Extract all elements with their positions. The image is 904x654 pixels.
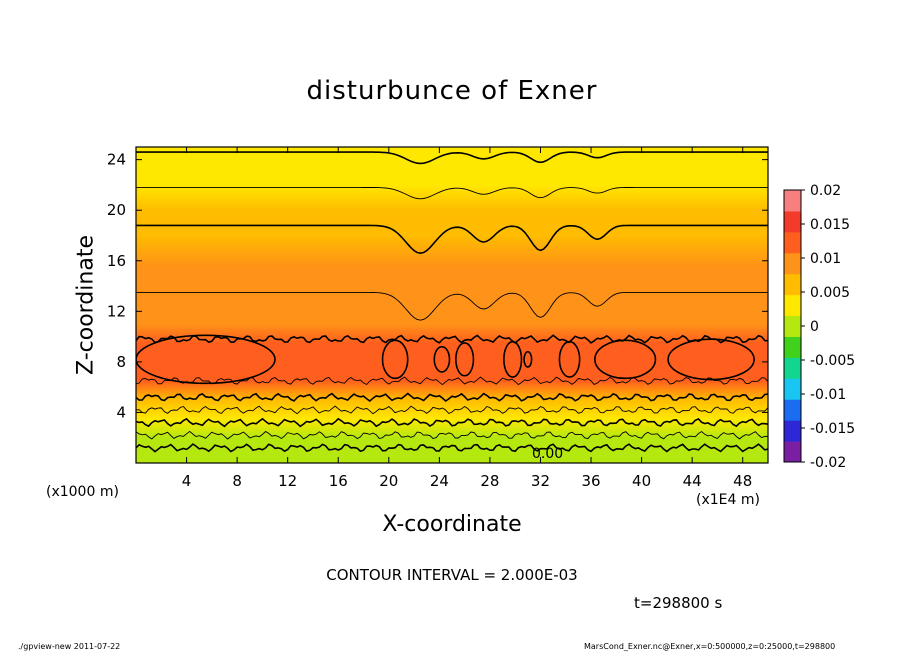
contour-cell xyxy=(558,340,581,378)
contour-cell xyxy=(503,340,523,378)
y-tick-label: 12 xyxy=(107,302,126,320)
y-tick-label: 24 xyxy=(107,151,126,169)
contour-line xyxy=(136,417,768,428)
heatmap-field xyxy=(136,147,768,463)
colorbar-swatch xyxy=(784,252,801,275)
x-tick-label: 28 xyxy=(480,472,499,490)
x-axis: 4 8 12 16 20 24 28 32 36 40 44 48 xyxy=(182,147,752,490)
colorbar: 0.02 0.015 0.01 0.005 0 -0.005 -0.01 -0.015 -0.0… xyxy=(783,183,855,471)
contour-cell xyxy=(433,345,451,373)
colorbar-tick-label: 0.01 xyxy=(810,251,841,267)
x-tick-label: 24 xyxy=(430,472,449,490)
plot-area xyxy=(136,147,768,463)
x-tick-label: 12 xyxy=(278,472,297,490)
contour-cell xyxy=(381,339,409,380)
y-axis-label: Z-coordinate xyxy=(73,235,99,375)
y-tick-label: 4 xyxy=(116,403,126,421)
contour-cell xyxy=(594,339,657,380)
contour-line xyxy=(136,291,768,321)
colorbar-tick-label: -0.015 xyxy=(810,421,855,437)
colorbar-swatch xyxy=(784,336,801,358)
y-tick-label: 16 xyxy=(107,252,126,270)
colorbar-swatch xyxy=(784,231,801,254)
colorbar-swatch xyxy=(784,190,801,212)
y-unit-label: (x1000 m) xyxy=(46,484,119,500)
contour-line xyxy=(136,376,768,386)
colorbar-tick-label: 0 xyxy=(810,319,819,335)
contour-lines xyxy=(136,151,768,453)
colorbar-swatch xyxy=(784,294,801,317)
x-unit-label: (x1E4 m) xyxy=(696,492,760,508)
colorbar-swatch xyxy=(784,420,801,442)
colorbar-tick-label: -0.005 xyxy=(810,353,855,369)
y-tick-label: 20 xyxy=(107,201,126,219)
contour-line xyxy=(136,186,768,200)
contour-interval-note: CONTOUR INTERVAL = 2.000E-03 xyxy=(326,566,578,584)
footer-right: MarsCond_Exner.nc@Exner,x=0:500000,z=0:2… xyxy=(584,642,836,651)
x-tick-label: 40 xyxy=(632,472,651,490)
colorbar-tick-label: 0.005 xyxy=(810,285,850,301)
x-tick-label: 32 xyxy=(531,472,550,490)
colorbar-tick-label: -0.01 xyxy=(810,387,846,403)
colorbar-swatch xyxy=(784,315,801,337)
x-tick-label: 36 xyxy=(581,472,600,490)
contour-cell xyxy=(523,350,533,368)
contour-value-label: 0.00 xyxy=(532,446,563,462)
colorbar-tick-label: -0.02 xyxy=(810,455,846,471)
colorbar-swatch xyxy=(784,399,801,421)
chart-title: disturbunce of Exner xyxy=(306,76,598,106)
colorbar-swatch xyxy=(784,378,801,400)
x-tick-label: 44 xyxy=(683,472,702,490)
contour-line xyxy=(136,224,768,255)
contour-line xyxy=(136,430,768,440)
x-tick-label: 20 xyxy=(379,472,398,490)
colorbar-swatch xyxy=(784,441,801,463)
x-tick-label: 8 xyxy=(232,472,242,490)
colorbar-swatch xyxy=(784,357,801,379)
colorbar-swatch xyxy=(784,273,801,296)
y-axis: 4 8 12 16 20 24 xyxy=(107,151,768,421)
contour-line xyxy=(136,151,768,165)
colorbar-tick-label: 0.02 xyxy=(810,183,841,199)
contour-line xyxy=(136,443,768,453)
contour-line xyxy=(136,405,768,415)
contour-cell xyxy=(667,338,755,381)
colorbar-swatch xyxy=(784,210,801,233)
time-note: t=298800 s xyxy=(634,594,723,612)
x-tick-label: 4 xyxy=(182,472,192,490)
contour-line xyxy=(136,392,768,403)
footer-left: ./gpview-new 2011-07-22 xyxy=(18,642,121,651)
plot-frame xyxy=(135,146,769,464)
x-tick-label: 16 xyxy=(329,472,348,490)
y-tick-label: 8 xyxy=(116,353,126,371)
x-tick-label: 48 xyxy=(733,472,752,490)
contour-cell xyxy=(455,342,475,377)
colorbar-tick-label: 0.015 xyxy=(810,217,850,233)
x-axis-label: X-coordinate xyxy=(382,512,522,537)
